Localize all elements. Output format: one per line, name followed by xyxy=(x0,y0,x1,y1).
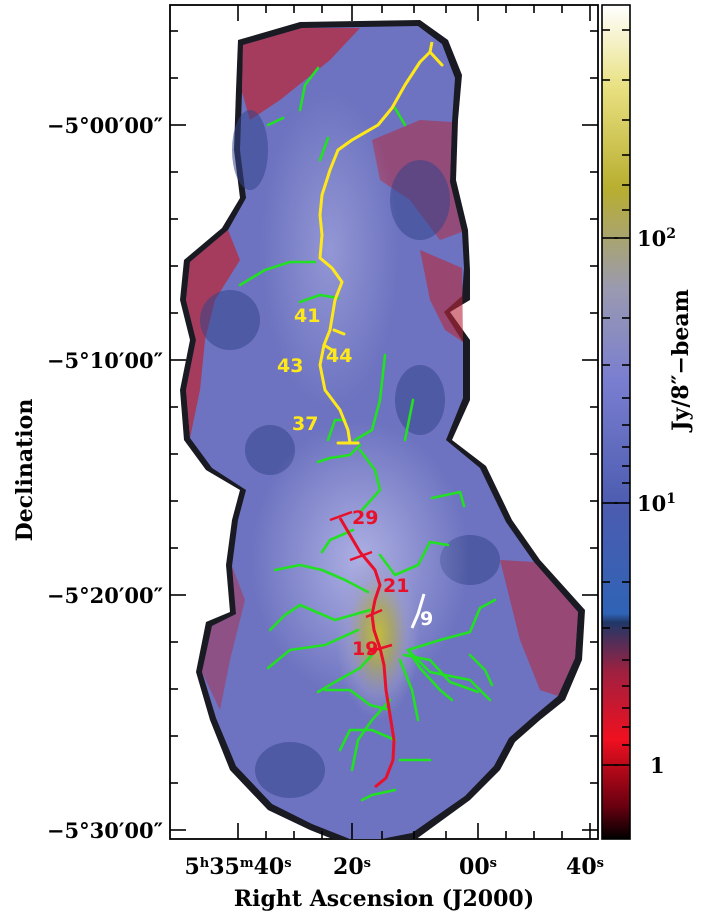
x-tick-label: 00s xyxy=(459,854,497,880)
white-filament xyxy=(410,593,426,629)
y-tick-labels: −5°00′00″ −5°10′00″ −5°20′00″ −5°30′00″ xyxy=(47,113,163,843)
y-tick-label: −5°20′00″ xyxy=(47,583,163,608)
colorbar-tick-label: 1 xyxy=(650,753,665,778)
filament-label-37: 37 xyxy=(292,413,318,435)
filament-label-21: 21 xyxy=(383,575,409,597)
colorbar-ticks xyxy=(602,29,630,766)
y-axis-label: Declination xyxy=(12,399,38,542)
x-tick-label: 40s xyxy=(566,854,604,880)
green-branches xyxy=(238,66,497,802)
red-filament xyxy=(338,517,396,789)
filament-label-41: 41 xyxy=(294,305,320,327)
filament-label-9: 9 xyxy=(420,608,433,630)
yellow-branches xyxy=(322,50,444,445)
y-tick-label: −5°00′00″ xyxy=(47,113,163,138)
x-tick-label: 20s xyxy=(333,854,371,880)
bright-halo-north xyxy=(260,90,400,410)
filament-label-43: 43 xyxy=(277,355,303,377)
filament-labels: 41 43 44 37 29 21 19 9 xyxy=(277,305,433,660)
colorbar-tick-label: 101 xyxy=(637,491,676,516)
frame-ticks xyxy=(170,5,598,839)
colorbar-tick-labels: 102 101 1 xyxy=(637,226,676,778)
yellow-filament xyxy=(318,41,434,444)
colorbar-label: Jy/8″−beam xyxy=(668,289,694,433)
y-tick-label: −5°10′00″ xyxy=(47,348,163,373)
red-ticks xyxy=(329,510,393,654)
filament-label-29: 29 xyxy=(352,507,378,529)
y-tick-label: −5°30′00″ xyxy=(47,818,163,843)
bright-core xyxy=(336,550,420,720)
colorbar xyxy=(601,4,631,840)
x-tick-labels: 5h35m40s 20s 00s 40s xyxy=(184,854,604,880)
filament-label-44: 44 xyxy=(326,345,352,367)
x-axis-label: Right Ascension (J2000) xyxy=(234,886,534,912)
x-tick-label: 5h35m40s xyxy=(184,854,291,880)
colorbar-tick-label: 102 xyxy=(637,226,676,251)
filament-label-19: 19 xyxy=(352,638,378,660)
